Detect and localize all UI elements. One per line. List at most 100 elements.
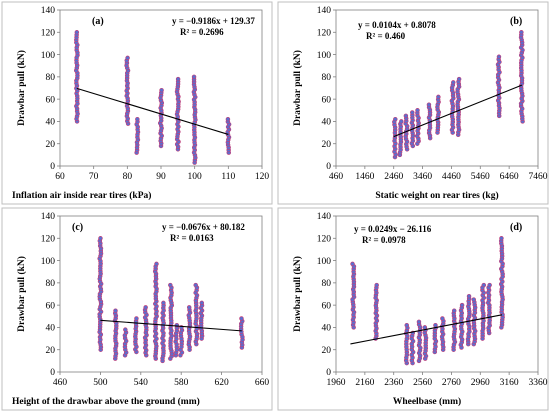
y-tick-label: 40 [322, 118, 332, 128]
y-axis-label: Drawbar pull (kN) [292, 50, 303, 126]
data-point [159, 87, 164, 93]
y-tick-label: 0 [326, 368, 331, 378]
y-tick-label: 80 [322, 279, 332, 289]
data-point [175, 76, 181, 82]
data-point [135, 116, 140, 122]
scatter-points [392, 30, 525, 160]
x-tick-label: 4460 [442, 172, 461, 182]
x-tick-label: 620 [214, 378, 229, 388]
x-tick-label: 1960 [327, 378, 346, 388]
x-tick-label: 2760 [442, 378, 461, 388]
chart-panel-1: 0 20 40 60 80 100 120 140 60 70 80 90 100 110 120 Infla… [1, 1, 273, 205]
y-tick-label: 120 [41, 28, 56, 38]
data-point [422, 325, 428, 330]
data-point [487, 282, 492, 288]
data-point [466, 293, 472, 299]
y-tick-label: 80 [46, 73, 56, 83]
data-point [168, 282, 173, 288]
data-point [404, 322, 410, 328]
data-point [125, 55, 130, 61]
data-point [225, 116, 231, 122]
trend-equation: y = 0.0249x − 26.116 [354, 224, 432, 234]
data-point [451, 308, 457, 313]
x-tick-label: 100 [188, 172, 203, 182]
trend-equation: y = 0.0104x + 0.8078 [358, 20, 436, 30]
data-point [403, 113, 409, 119]
data-point [481, 282, 487, 288]
x-tick-label: 2160 [355, 378, 374, 388]
x-tick-label: 2460 [384, 172, 403, 182]
x-tick-label: 540 [134, 378, 149, 388]
data-point [471, 297, 477, 302]
x-tick-label: 60 [55, 172, 65, 182]
data-point [496, 54, 502, 60]
x-tick-label: 660 [255, 378, 270, 388]
trend-line [76, 87, 229, 135]
y-axis-label: Drawbar pull (kN) [16, 50, 27, 126]
y-tick-label: 140 [41, 6, 56, 16]
data-point [416, 319, 422, 325]
x-tick-label: 3460 [413, 172, 432, 182]
y-tick-label: 20 [322, 140, 332, 150]
data-point [74, 30, 80, 35]
data-point [436, 94, 441, 100]
x-tick-label: 2960 [471, 378, 490, 388]
data-point [113, 308, 118, 313]
x-tick-label: 460 [53, 378, 68, 388]
trend-line [100, 319, 242, 332]
y-tick-label: 100 [317, 51, 332, 61]
y-tick-label: 100 [41, 257, 56, 267]
trend-equation: y = −0.9186x + 129.37 [172, 16, 255, 26]
y-tick-label: 60 [322, 95, 332, 105]
y-tick-label: 100 [317, 257, 332, 267]
y-tick-label: 20 [46, 140, 56, 150]
y-tick-label: 140 [41, 212, 56, 222]
y-tick-label: 80 [46, 279, 56, 289]
y-tick-label: 20 [46, 346, 56, 356]
chart-panel-2: 0 20 40 60 80 100 120 140 460 1460 2460 3460 4460 546… [277, 1, 549, 205]
x-tick-label: 80 [123, 172, 133, 182]
data-point [239, 316, 244, 321]
data-point [193, 282, 198, 288]
y-tick-label: 60 [46, 301, 56, 311]
x-tick-label: 2360 [384, 378, 403, 388]
x-tick-label: 6460 [500, 172, 519, 182]
plot-area [59, 215, 263, 373]
data-point [154, 261, 159, 267]
y-tick-label: 40 [46, 118, 56, 128]
data-point [499, 236, 504, 241]
panel-letter: (c) [72, 222, 83, 233]
y-tick-label: 60 [46, 95, 56, 105]
y-tick-label: 60 [322, 301, 332, 311]
data-point [399, 119, 404, 124]
x-axis-label: Inflation air inside rear tires (kPa) [12, 190, 151, 201]
y-tick-label: 40 [46, 324, 56, 334]
data-point [186, 305, 192, 310]
x-axis-label: Wheelbase (mm) [393, 396, 461, 407]
data-point [456, 76, 462, 82]
scatter-points [73, 30, 232, 165]
trend-line [350, 314, 503, 345]
data-point [374, 282, 379, 288]
data-point [123, 327, 128, 332]
data-point [440, 316, 445, 321]
data-point [350, 261, 355, 267]
panel-letter: (d) [510, 222, 522, 233]
r-squared: R² = 0.0163 [170, 233, 214, 243]
r-squared: R² = 0.2696 [180, 27, 224, 37]
x-tick-label: 7460 [529, 172, 548, 182]
data-point [519, 30, 524, 35]
data-point [191, 74, 197, 80]
r-squared: R² = 0.0978 [362, 235, 406, 245]
x-tick-label: 5460 [471, 172, 490, 182]
y-axis-label: Drawbar pull (kN) [16, 256, 27, 332]
y-axis-label: Drawbar pull (kN) [292, 256, 303, 332]
data-point [199, 300, 205, 306]
y-tick-label: 120 [317, 234, 332, 244]
x-axis-label: Height of the drawbar above the ground (… [12, 396, 200, 407]
scatter-points [350, 236, 505, 366]
x-tick-label: 580 [174, 378, 189, 388]
x-axis-label: Static weight on rear tires (kg) [375, 190, 498, 201]
data-point [410, 110, 415, 115]
